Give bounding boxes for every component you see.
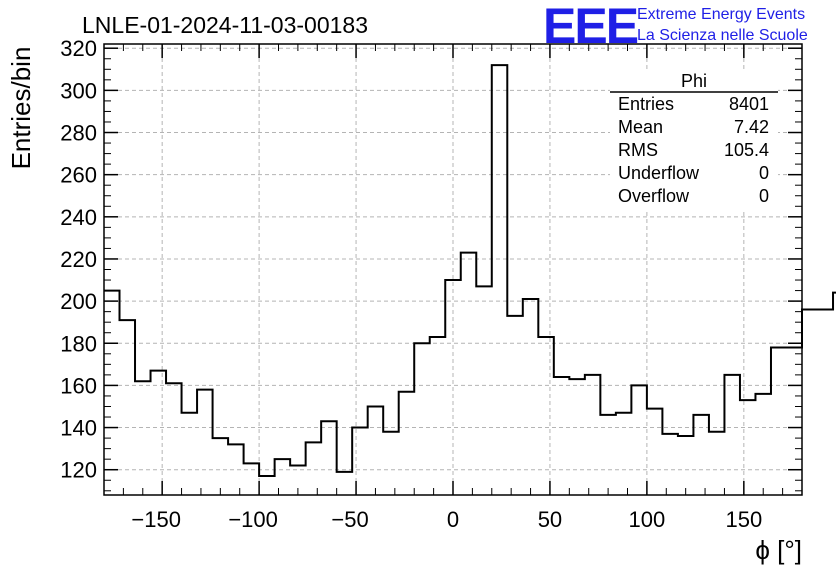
histogram-bin <box>383 432 399 495</box>
histogram-bin <box>337 472 353 495</box>
histogram-bin <box>120 320 136 495</box>
y-tick-label: 260 <box>60 163 97 188</box>
chart-title: LNLE-01-2024-11-03-00183 <box>82 12 368 38</box>
histogram-bin <box>523 299 539 495</box>
histogram-bin <box>259 476 275 495</box>
y-tick-label: 300 <box>60 78 97 103</box>
histogram-bin <box>786 347 802 495</box>
stats-row-value: 0 <box>759 163 769 183</box>
y-tick-label: 180 <box>60 331 97 356</box>
histogram-bin <box>213 438 229 495</box>
stats-row-value: 105.4 <box>724 140 769 160</box>
eee-logo-line2: La Scienza nelle Scuole <box>637 27 808 44</box>
stats-box: Phi Entries 8401 Mean 7.42 RMS 105.4 Underflow… <box>610 70 778 210</box>
histogram-bin <box>321 421 337 495</box>
eee-logo-mark: EEE <box>543 0 638 54</box>
stats-box-title: Phi <box>681 71 707 91</box>
histogram-bin <box>616 413 632 495</box>
histogram-bin <box>724 375 740 495</box>
y-tick-label: 240 <box>60 205 97 230</box>
histogram-bin <box>414 343 430 495</box>
histogram-bin <box>678 436 694 495</box>
x-tick-label: 100 <box>629 507 666 532</box>
histogram-bin <box>755 394 771 495</box>
histogram-bin <box>151 371 167 495</box>
histogram-bin <box>182 413 198 495</box>
histogram-bin <box>693 415 709 495</box>
eee-logo: EEE Extreme Energy Events La Scienza nel… <box>543 0 808 54</box>
histogram-bin <box>554 377 570 495</box>
stats-row-value: 7.42 <box>734 117 769 137</box>
histogram-bin <box>569 379 585 495</box>
x-tick-label: 0 <box>447 507 459 532</box>
x-tick-label: −50 <box>331 507 368 532</box>
stats-row-label: Overflow <box>618 186 690 206</box>
histogram-bin <box>399 392 415 495</box>
x-tick-label: 150 <box>725 507 762 532</box>
histogram-bin <box>507 316 523 495</box>
stats-row-value: 0 <box>759 186 769 206</box>
eee-logo-line1: Extreme Energy Events <box>637 6 805 23</box>
histogram-bin <box>461 253 477 495</box>
histogram-line <box>104 64 836 478</box>
tick-labels: −150 −100 −50 0 50 100 150 120 140 160 180 200 220 24… <box>60 36 762 532</box>
y-tick-label: 280 <box>60 121 97 146</box>
histogram-bin <box>306 442 322 495</box>
histogram-bin <box>476 286 492 495</box>
histogram-bin <box>275 459 291 495</box>
histogram-bin <box>600 415 616 495</box>
histogram-bin <box>647 409 663 495</box>
x-axis-title: ϕ [°] <box>755 535 802 565</box>
histogram-bin <box>352 428 368 495</box>
stats-row-label: RMS <box>618 140 658 160</box>
y-tick-label: 160 <box>60 373 97 398</box>
histogram-bin <box>802 310 818 495</box>
histogram-bin <box>445 280 461 495</box>
stats-box-background <box>610 70 778 210</box>
y-tick-label: 200 <box>60 289 97 314</box>
histogram-bin <box>662 434 678 495</box>
histogram-bin <box>585 375 601 495</box>
histogram-bin <box>166 383 182 495</box>
histogram-bin <box>740 400 756 495</box>
x-tick-label: −100 <box>228 507 278 532</box>
y-tick-label: 120 <box>60 458 97 483</box>
histogram-bin <box>104 291 120 495</box>
x-tick-label: −150 <box>131 507 181 532</box>
y-tick-label: 320 <box>60 36 97 61</box>
histogram-series <box>104 64 836 495</box>
stats-row-value: 8401 <box>729 94 769 114</box>
stats-row-label: Mean <box>618 117 663 137</box>
stats-row-label: Entries <box>618 94 674 114</box>
histogram-bin <box>244 463 260 495</box>
histogram-bin <box>228 444 244 495</box>
y-tick-label: 220 <box>60 247 97 272</box>
histogram-bin <box>631 385 647 495</box>
axis-ticks <box>103 44 803 495</box>
histogram-bin <box>538 337 554 495</box>
histogram-bin <box>492 65 508 495</box>
histogram-bin <box>135 381 151 495</box>
histogram-bin <box>818 310 834 495</box>
y-axis-title: Entries/bin <box>6 47 36 170</box>
histogram-bin <box>430 337 446 495</box>
histogram-bin <box>197 390 213 495</box>
histogram-bin <box>771 347 787 495</box>
stats-row-label: Underflow <box>618 163 700 183</box>
histogram-bin <box>709 432 725 495</box>
x-tick-label: 50 <box>538 507 562 532</box>
y-tick-label: 140 <box>60 416 97 441</box>
histogram-bin <box>368 406 384 495</box>
